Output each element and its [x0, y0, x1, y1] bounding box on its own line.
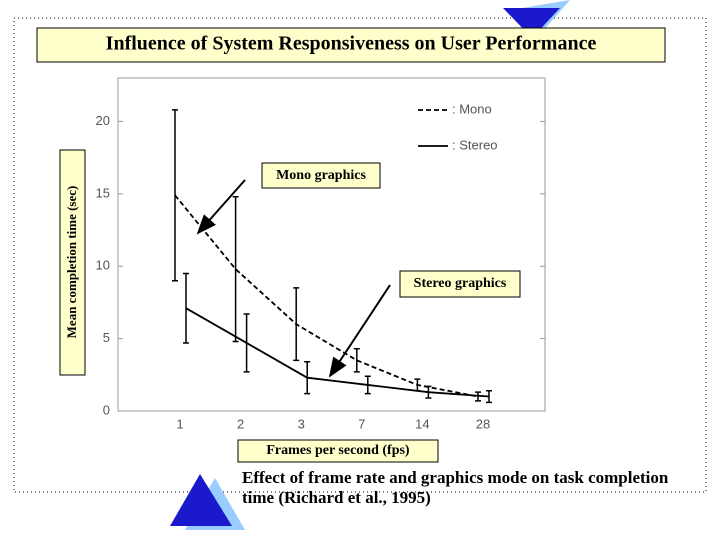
error-bar [183, 272, 189, 344]
error-bar [293, 287, 300, 362]
y-tick-label: 10 [96, 258, 110, 273]
title-box [36, 27, 666, 63]
y-axis-label: Mean completion time (sec) [64, 186, 79, 339]
legend-label: : Stereo [452, 137, 498, 152]
x-tick-label: 3 [298, 416, 305, 431]
annotation-arrow [196, 179, 246, 235]
y-tick-label: 20 [96, 113, 110, 128]
decor-triangle [503, 8, 560, 38]
error-bar [353, 347, 360, 373]
error-bar [425, 385, 432, 399]
annotation-box [261, 162, 381, 189]
annotation: Stereo graphics [414, 276, 507, 291]
annotation-arrow [328, 284, 391, 378]
y-label-box [59, 149, 86, 376]
y-tick-label: 5 [103, 330, 110, 345]
slide-border [13, 17, 707, 493]
chart-title: Influence of System Responsiveness on Us… [106, 33, 597, 55]
annotation: Mono graphics [276, 168, 366, 183]
x-tick-label: 28 [476, 416, 490, 431]
error-bar [486, 389, 492, 404]
decor-triangle [170, 474, 232, 526]
x-tick-label: 2 [237, 416, 244, 431]
x-tick-label: 14 [415, 416, 429, 431]
error-bar [243, 313, 250, 373]
x-axis-label: Frames per second (fps) [266, 443, 410, 458]
error-bar [232, 195, 239, 343]
error-bar [172, 109, 178, 282]
legend-label: : Mono [452, 101, 492, 116]
y-tick-label: 15 [96, 185, 110, 200]
x-tick-label: 7 [358, 416, 365, 431]
x-label-box [237, 439, 439, 463]
plot-frame [117, 77, 546, 412]
annotation-box [399, 270, 521, 298]
x-tick-label: 1 [176, 416, 183, 431]
error-bar [364, 375, 371, 395]
caption: Effect of frame rate and graphics mode o… [242, 468, 669, 507]
y-tick-label: 0 [103, 402, 110, 417]
series-line [185, 307, 490, 398]
error-bar [304, 361, 311, 395]
